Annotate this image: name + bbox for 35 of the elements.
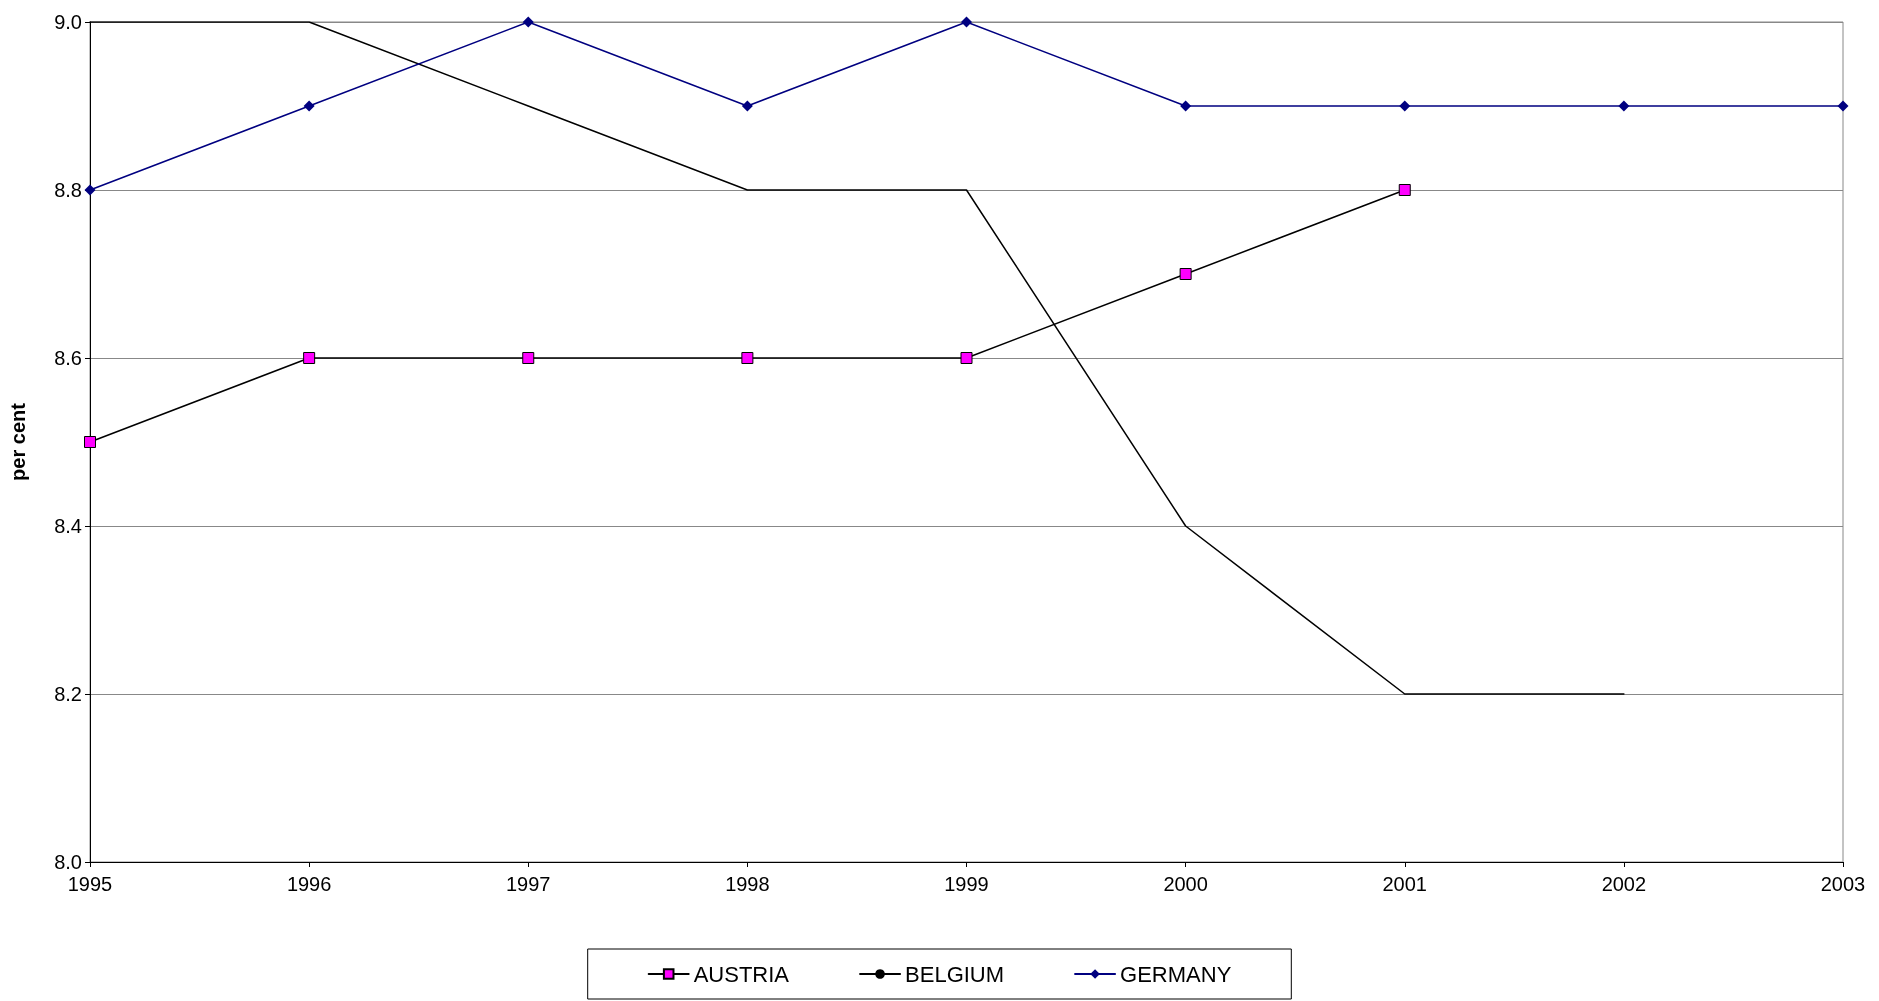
point	[960, 352, 973, 364]
y-tick-label: 8.6	[54, 347, 82, 369]
y-tick-label: 8.8	[54, 179, 82, 201]
y-tick-label: 9.0	[54, 11, 82, 33]
point	[1837, 100, 1849, 112]
y-tick-label: 8.2	[54, 683, 82, 705]
point	[741, 352, 754, 364]
point	[961, 16, 972, 28]
point	[1180, 100, 1192, 112]
x-tick-label: 2000	[1163, 873, 1208, 895]
point	[522, 16, 534, 28]
point	[1399, 100, 1411, 112]
x-tick-label: 1995	[67, 873, 113, 895]
legend-label: BELGIUM	[905, 961, 1005, 987]
x-tick-label: 1999	[944, 873, 989, 895]
x-tick-label: 1997	[506, 873, 551, 895]
point	[1398, 184, 1411, 196]
x-tick-label: 2003	[1820, 873, 1866, 895]
y-tick-label: 8.0	[54, 851, 82, 873]
x-tick-label: 2001	[1382, 873, 1427, 895]
point	[741, 100, 753, 112]
point	[84, 436, 96, 448]
y-axis-title: per cent	[7, 402, 29, 481]
legend-label: AUSTRIA	[693, 961, 790, 987]
point	[1179, 268, 1192, 280]
legend-label: GERMANY	[1120, 961, 1232, 987]
point	[522, 352, 535, 364]
point	[1618, 100, 1630, 112]
x-tick-label: 2002	[1601, 873, 1647, 895]
point	[303, 352, 316, 364]
x-tick-label: 1998	[725, 873, 770, 895]
point	[303, 100, 315, 112]
point	[84, 184, 96, 196]
x-tick-label: 1996	[286, 873, 332, 895]
y-tick-label: 8.4	[54, 515, 82, 537]
